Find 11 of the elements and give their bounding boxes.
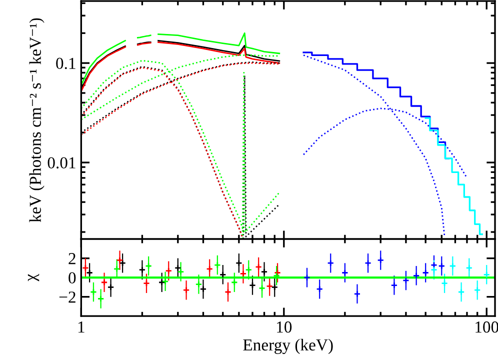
y-tick-label: 0 — [68, 272, 76, 284]
y-axis-title: keV (Photons cm⁻² s⁻¹ keV⁻¹) — [29, 18, 44, 222]
x-tick-label: 100 — [476, 321, 498, 333]
y-tick-label: 2 — [68, 253, 76, 264]
x-axis-title: Energy (keV) — [243, 338, 333, 354]
y-tick-label: 0.1 — [56, 58, 76, 70]
y-axis-title: χ — [28, 274, 40, 282]
x-tick-label: 10 — [277, 321, 292, 333]
y-tick-label: 0.01 — [48, 157, 76, 169]
x-tick-label: 1 — [78, 322, 84, 333]
y-tick-label: −2 — [59, 292, 76, 303]
